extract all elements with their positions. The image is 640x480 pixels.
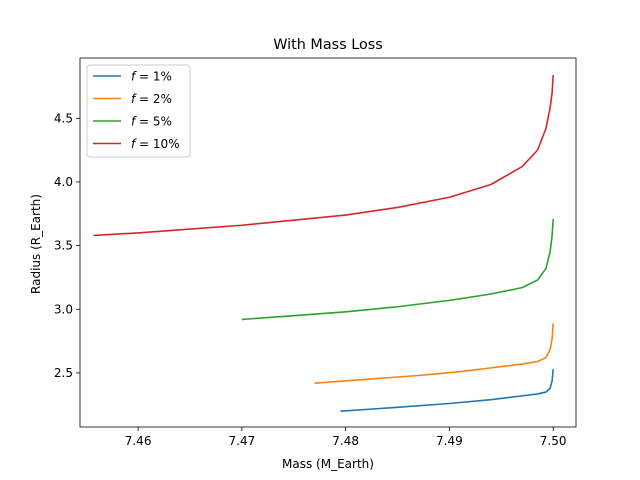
y-tick-label: 3.5 xyxy=(54,239,73,253)
y-tick-label: 2.5 xyxy=(54,366,73,380)
x-axis: 7.46 7.47 7.48 7.49 7.50 xyxy=(125,427,567,448)
chart-title: With Mass Loss xyxy=(273,37,383,53)
y-axis: 2.5 3.0 3.5 4.0 4.5 xyxy=(54,111,80,380)
y-axis-title: Radius (R_Earth) xyxy=(29,194,43,294)
y-tick-label: 4.0 xyxy=(54,175,73,189)
x-tick-label: 7.50 xyxy=(540,434,567,448)
x-axis-title: Mass (M_Earth) xyxy=(282,457,374,471)
y-tick-label: 4.5 xyxy=(54,111,73,125)
series-layer xyxy=(93,74,554,412)
legend-box xyxy=(86,64,191,158)
x-tick-label: 7.48 xyxy=(332,434,359,448)
legend-label-2: f = 2% xyxy=(131,92,172,106)
series-line-3 xyxy=(241,218,554,321)
plot-area-frame xyxy=(79,57,577,428)
x-tick-label: 7.47 xyxy=(229,434,256,448)
legend-label-4: f = 10% xyxy=(131,137,180,151)
y-tick-label: 3.0 xyxy=(54,302,73,316)
legend-label-1: f = 1% xyxy=(131,70,172,84)
x-tick-label: 7.46 xyxy=(125,434,152,448)
series-line-1 xyxy=(340,369,554,412)
legend-label-3: f = 5% xyxy=(131,115,172,129)
series-line-2 xyxy=(314,323,554,384)
series-line-4 xyxy=(93,74,554,237)
x-tick-label: 7.49 xyxy=(436,434,463,448)
legend: f = 1% f = 2% f = 5% f = 10% xyxy=(86,64,191,158)
